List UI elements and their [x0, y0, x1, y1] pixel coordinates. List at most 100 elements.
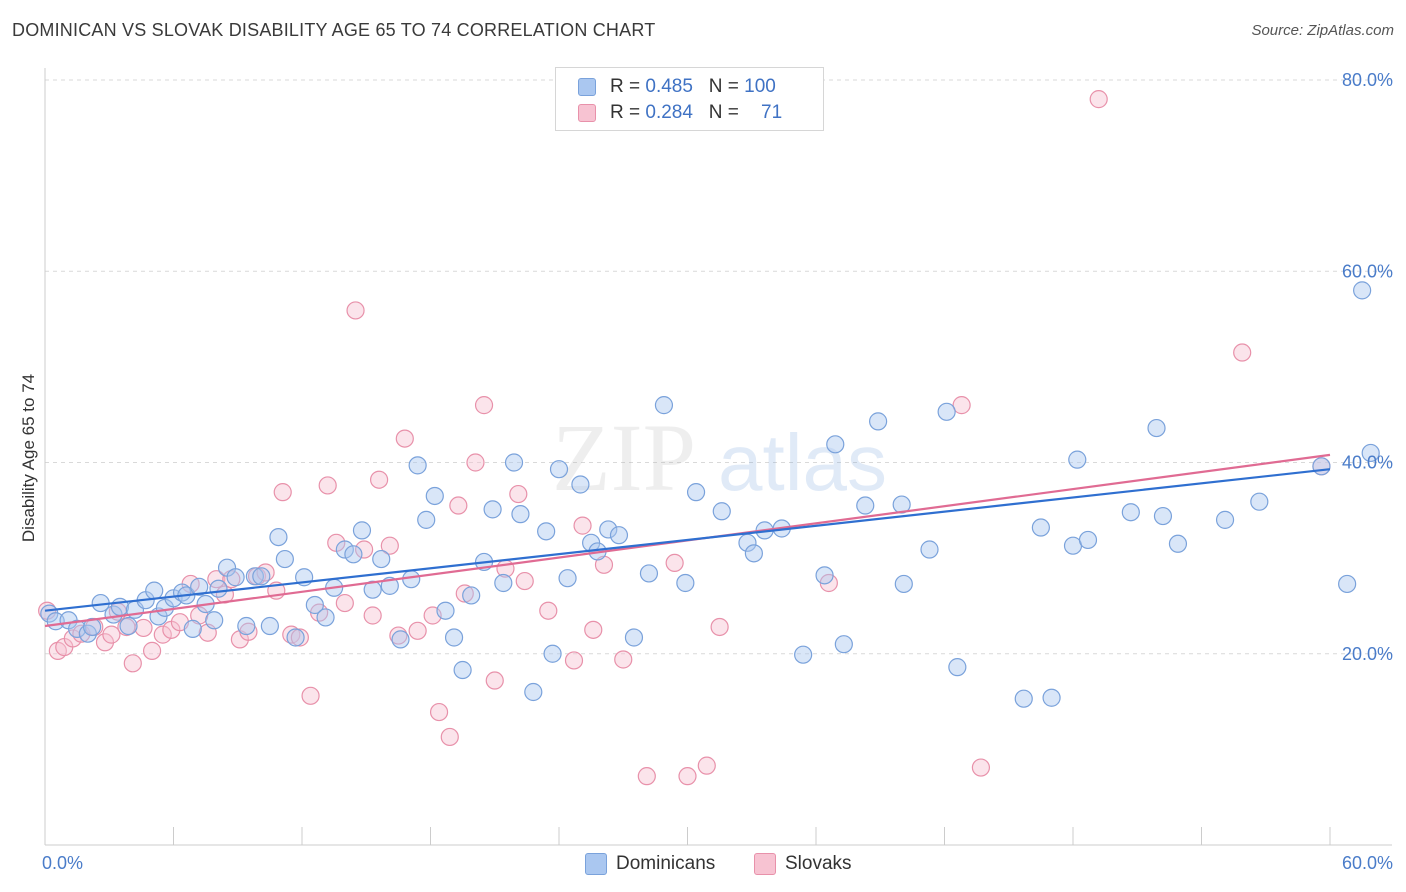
dominicans-point-29 [269, 527, 288, 547]
y-tick-label-20: 20.0% [1342, 644, 1393, 664]
dominicans-point-100 [1338, 574, 1357, 594]
slovaks-point-69 [1233, 343, 1252, 362]
r-label: R = [610, 76, 646, 97]
legend-item-dominicans: Dominicans [585, 852, 715, 876]
dominicans-point-45 [417, 510, 436, 529]
dominicans-point-78 [826, 435, 845, 454]
slovaks-point-44 [429, 702, 449, 722]
slovaks-point-32 [318, 476, 337, 495]
dominicans-point-9 [119, 616, 138, 636]
dominicans-point-98 [1250, 492, 1269, 511]
watermark-zip: ZIP [552, 404, 696, 511]
dominicans-point-22 [209, 579, 228, 598]
dominicans-point-50 [462, 586, 481, 605]
dominicans-point-56 [524, 682, 543, 702]
dominicans-point-61 [571, 475, 590, 494]
dominicans-point-96 [1168, 534, 1188, 553]
dominicans-point-89 [1042, 688, 1061, 707]
dominicans-point-24 [226, 568, 245, 587]
dominicans-point-97 [1215, 510, 1235, 529]
r-label: R = [610, 102, 646, 123]
dominicans-point-57 [537, 522, 556, 541]
dominicans-point-69 [676, 573, 695, 593]
dominicans-point-33 [305, 595, 324, 615]
x-tick-label-max: 60.0% [1342, 853, 1393, 873]
dominicans-point-28 [260, 616, 279, 636]
slovaks-point-47 [455, 584, 474, 603]
slovaks-point-49 [474, 396, 494, 415]
axes [44, 68, 1392, 846]
slovaks-point-37 [363, 606, 382, 625]
slovaks-point-56 [573, 516, 592, 535]
dominicans-point-76 [794, 645, 813, 664]
slovaks-point-66 [952, 396, 971, 415]
slovaks-point-63 [697, 756, 716, 775]
watermark-atlas: atlas [718, 418, 887, 507]
dominicans-point-79 [834, 635, 853, 654]
dominicans-legend-label: Dominicans [616, 853, 716, 874]
dominicans-point-71 [712, 502, 731, 521]
dominicans-point-80 [856, 496, 875, 515]
x-tick-label-min: 0.0% [42, 853, 83, 873]
dominicans-point-53 [494, 573, 513, 593]
y-tick-label-80: 80.0% [1342, 70, 1393, 90]
slovaks-point-7 [102, 625, 121, 644]
dominicans-point-66 [624, 628, 644, 647]
slovaks-point-29 [290, 628, 309, 647]
dominicans-point-52 [483, 500, 502, 519]
dominicans-point-86 [948, 658, 967, 677]
dominicans-point-31 [286, 628, 305, 647]
slovaks-point-68 [1089, 90, 1108, 109]
r-value-dominicans: 0.485 [645, 76, 693, 97]
dominicans-point-73 [744, 544, 763, 563]
dominicans-point-99 [1312, 457, 1331, 476]
dominicans-point-88 [1031, 518, 1050, 537]
legend-item-slovaks: Slovaks [754, 852, 852, 876]
chart-title: DOMINICAN VS SLOVAK DISABILITY AGE 65 TO… [12, 20, 656, 40]
dominicans-point-21 [205, 611, 224, 630]
dominicans-points [40, 281, 1380, 708]
dominicans-point-64 [599, 520, 618, 539]
n-label: N = [708, 76, 745, 97]
slovaks-point-41 [395, 429, 414, 448]
slovaks-point-48 [466, 453, 485, 472]
trend-lines [44, 453, 1331, 628]
dominicans-point-3 [68, 619, 87, 638]
watermark: ZIP atlas [552, 404, 887, 511]
n-value-slovaks: 71 [761, 102, 783, 123]
slovaks-point-34 [335, 593, 354, 613]
dominicans-point-47 [436, 601, 455, 620]
slovaks-point-12 [142, 641, 162, 660]
slovaks-point-55 [564, 651, 584, 670]
dominicans-point-101 [1353, 281, 1372, 300]
dominicans-point-70 [686, 483, 706, 502]
dominicans-point-87 [1014, 689, 1033, 708]
dominicans-swatch [578, 78, 596, 96]
dominicans-point-65 [609, 526, 629, 545]
slovaks-point-59 [614, 650, 633, 669]
slovaks-point-57 [584, 620, 603, 639]
dominicans-trend-line [44, 468, 1331, 612]
dominicans-point-84 [920, 540, 939, 559]
dominicans-point-43 [402, 570, 421, 589]
slovaks-legend-swatch [754, 853, 776, 875]
n-label: N = [708, 102, 745, 123]
dominicans-point-40 [372, 549, 391, 569]
slovaks-point-60 [637, 767, 656, 786]
dominicans-point-83 [894, 574, 913, 594]
dominicans-point-91 [1068, 450, 1087, 469]
dominicans-point-81 [869, 412, 888, 431]
gridlines [45, 79, 1392, 655]
y-tick-label-60: 60.0% [1342, 261, 1393, 281]
tick-labels: 20.0% 40.0% 60.0% 80.0% 0.0% 60.0% [42, 70, 1393, 873]
slovaks-point-64 [710, 617, 729, 637]
dominicans-point-27 [252, 567, 271, 586]
dominicans-point-58 [543, 644, 562, 663]
source-credit: Source: ZipAtlas.com [1251, 22, 1394, 39]
dominicans-point-77 [815, 566, 834, 585]
dominicans-point-48 [444, 628, 464, 647]
slovaks-point-30 [301, 686, 320, 705]
slovaks-point-39 [380, 536, 399, 555]
dominicans-point-12 [145, 581, 164, 600]
